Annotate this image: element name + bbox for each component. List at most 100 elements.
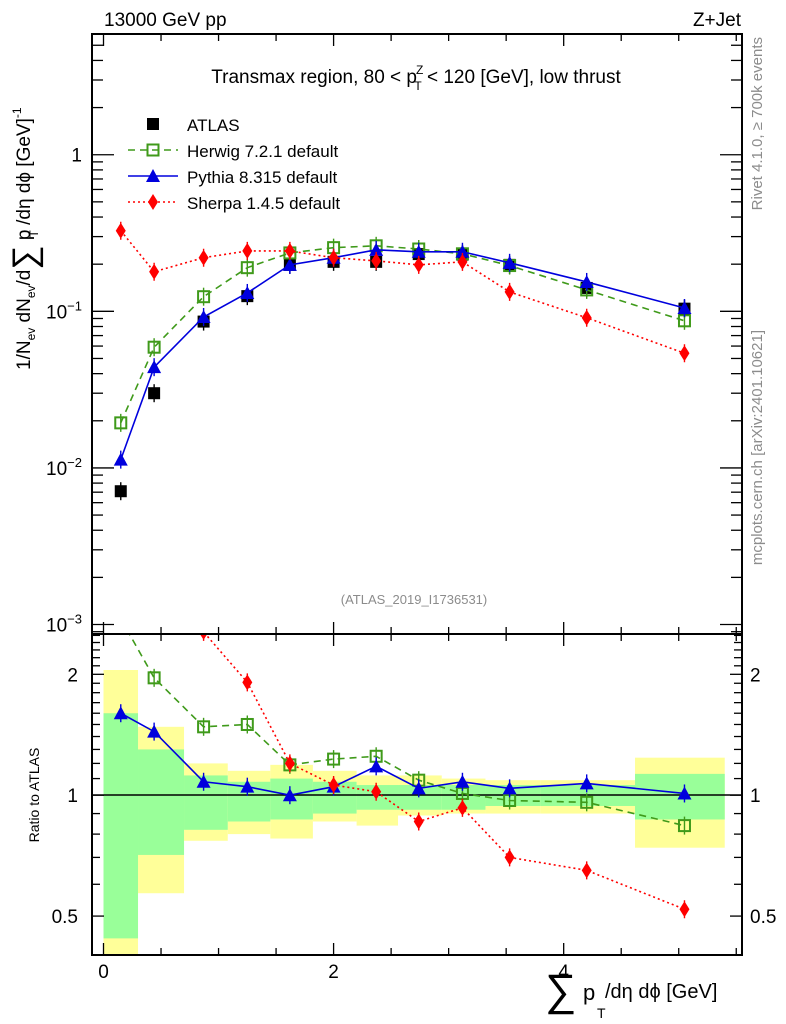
data-point <box>411 244 426 258</box>
data-point <box>196 309 211 323</box>
svg-text:∑: ∑ <box>545 966 576 1015</box>
main-axis-ticks <box>92 34 742 646</box>
data-point <box>581 862 592 879</box>
x-axis-label: ∑ p T /dη dϕ [GeV] <box>545 966 717 1021</box>
mcplots-label: mcplots.cern.ch [arXiv:2401.10621] <box>749 330 766 565</box>
data-point <box>116 119 126 135</box>
tick-labels: 0 2 4 1 10−1 10−2 10−3 0.5 0.5 1 1 2 2 <box>46 146 776 983</box>
data-point <box>240 285 255 299</box>
data-point <box>328 777 339 794</box>
data-point <box>504 849 515 866</box>
svg-text:1/Nev dNev/d∑ pT /dη dϕ [GeV]: 1/Nev dNev/d∑ pT /dη dϕ [GeV]-1 <box>6 107 44 370</box>
svg-text:/dη dϕ [GeV]: /dη dϕ [GeV] <box>605 981 717 1003</box>
data-point <box>677 786 692 800</box>
herwig-line <box>120 245 685 424</box>
data-point <box>147 118 159 130</box>
svg-text:T: T <box>597 1005 606 1021</box>
data-point <box>147 340 161 354</box>
data-point <box>146 143 160 157</box>
data-point <box>282 788 297 802</box>
data-point <box>242 674 253 691</box>
data-point <box>504 283 515 300</box>
x-tick-label: 0 <box>98 962 109 983</box>
ratio-y-tick-label: 0.5 <box>52 907 78 928</box>
ratio-frame <box>91 633 743 956</box>
data-point <box>115 222 126 239</box>
x-tick-label: 2 <box>328 962 339 983</box>
data-point <box>148 387 161 400</box>
data-point <box>284 242 295 259</box>
legend: ATLAS Herwig 7.2.1 default Pythia 8.315 de… <box>128 116 340 213</box>
y-tick-label: 10−1 <box>46 298 82 323</box>
title-sub: T <box>414 79 422 93</box>
svg-text:Transmax region, 80 < pZT < 12: Transmax region, 80 < pZ T < 120 [GeV], l… <box>211 63 621 93</box>
data-point <box>369 759 384 773</box>
data-point <box>284 755 295 772</box>
pythia-line <box>120 249 685 460</box>
data-point <box>580 795 594 809</box>
data-point <box>579 776 594 790</box>
sherpa-line <box>120 230 685 354</box>
analysis-id-label: (ATLAS_2019_I1736531) <box>341 592 487 607</box>
data-point <box>371 783 382 800</box>
green-band-bin <box>103 713 139 939</box>
svg-text:p: p <box>583 980 595 1005</box>
data-point <box>677 301 692 315</box>
data-point <box>196 774 211 788</box>
data-point <box>502 781 517 795</box>
data-point <box>197 720 211 734</box>
data-point <box>240 261 254 275</box>
legend-label: Pythia 8.315 default <box>187 168 338 187</box>
data-point <box>114 485 127 498</box>
y-tick-label: 1 <box>71 146 82 167</box>
data-point <box>579 274 594 288</box>
ratio-y-tick-label: 2 <box>67 665 78 686</box>
data-point <box>411 781 426 795</box>
data-point <box>457 799 468 816</box>
data-point <box>240 779 255 793</box>
x-tick-label: 4 <box>558 962 569 983</box>
data-point <box>113 706 128 720</box>
data-point <box>115 613 126 624</box>
legend-label: ATLAS <box>187 116 240 135</box>
ratio-y-axis-label: Ratio to ATLAS <box>26 748 42 843</box>
data-point <box>147 724 162 738</box>
rivet-label: Rivet 4.1.0, ≥ 700k events <box>749 37 766 210</box>
ratio-y-tick-label-right: 2 <box>750 665 761 686</box>
main-plot-area <box>113 221 692 501</box>
data-point <box>369 242 384 256</box>
green-band-bin <box>138 749 185 855</box>
data-point <box>413 256 424 273</box>
ratio-plot-area <box>113 119 692 919</box>
legend-label: Herwig 7.2.1 default <box>187 142 338 161</box>
data-point <box>147 671 161 685</box>
data-point <box>149 475 159 491</box>
legend-label: Sherpa 1.4.5 default <box>187 194 340 213</box>
legend-item: ATLAS <box>147 116 240 135</box>
data-point <box>457 253 468 270</box>
title-part-before: Transmax region, 80 < p <box>211 67 417 88</box>
legend-item: Sherpa 1.4.5 default <box>128 194 340 213</box>
data-point <box>240 717 254 731</box>
ratio-y-tick-label-right: 0.5 <box>750 907 776 928</box>
title-sup: Z <box>416 63 423 77</box>
header-process-label: Z+Jet <box>693 10 742 31</box>
data-point <box>114 416 128 430</box>
data-point <box>282 257 297 271</box>
data-point <box>149 263 160 280</box>
data-point <box>679 901 690 918</box>
legend-item: Pythia 8.315 default <box>128 168 338 187</box>
data-point <box>327 752 341 766</box>
herwig-ratio-line <box>128 634 685 827</box>
data-point <box>197 290 211 304</box>
data-point <box>113 452 128 466</box>
data-point <box>455 244 470 258</box>
data-point <box>455 774 470 788</box>
pythia-ratio-line <box>120 712 685 797</box>
main-title: Transmax region, 80 < pZ T < 120 [GeV], l… <box>211 63 621 93</box>
data-point <box>679 345 690 362</box>
title-part-after: < 120 [GeV], low thrust <box>422 67 622 88</box>
data-point <box>677 819 691 833</box>
legend-item: Herwig 7.2.1 default <box>128 142 338 161</box>
